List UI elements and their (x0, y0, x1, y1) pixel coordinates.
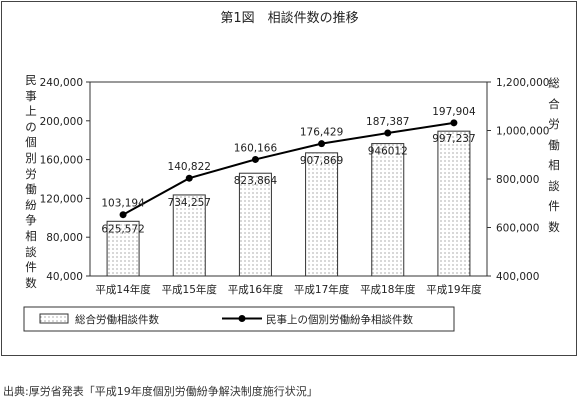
category-label: 平成15年度 (162, 283, 218, 296)
bar (106, 220, 140, 277)
bar (437, 130, 471, 277)
left-tick-label: 160,000 (40, 155, 83, 167)
bar-value-label: 997,237 (432, 133, 475, 145)
right-tick-label: 1,200,000 (496, 77, 549, 89)
chart-frame (1, 1, 577, 356)
right-axis-label: 総合労働相談件数 (548, 76, 560, 234)
left-tick-label: 200,000 (40, 116, 83, 128)
category-label: 平成17年度 (294, 283, 350, 296)
bar-value-label: 625,572 (101, 223, 144, 235)
category-label: 平成14年度 (95, 283, 151, 296)
bar-value-label: 946012 (368, 146, 408, 158)
line-point (450, 119, 458, 127)
line-value-label: 160,166 (234, 142, 278, 154)
bar-value-label: 823,864 (234, 175, 278, 187)
right-tick-label: 600,000 (496, 223, 539, 235)
line-point (318, 140, 326, 148)
right-tick-label: 1,000,000 (496, 126, 549, 138)
legend-line-label: 民事上の個別労働紛争相談件数 (266, 313, 413, 326)
line-value-label: 103,194 (101, 198, 145, 210)
line-point (251, 155, 259, 163)
bar-value-label: 734,257 (168, 197, 211, 209)
line-point (119, 211, 127, 219)
left-tick-label: 240,000 (40, 77, 83, 89)
bar (305, 152, 339, 277)
category-label: 平成19年度 (426, 283, 482, 296)
line-value-label: 197,904 (432, 106, 476, 118)
bar (172, 194, 206, 277)
line-point (185, 174, 193, 182)
left-tick-label: 120,000 (40, 193, 83, 205)
line-value-label: 140,822 (168, 161, 211, 173)
right-tick-label: 800,000 (496, 174, 539, 186)
plot-area (89, 81, 488, 277)
chart-title: 第1図 相談件数の推移 (220, 11, 359, 26)
legend-bar-swatch (39, 313, 69, 324)
category-label: 平成18年度 (360, 283, 416, 296)
bar-value-label: 907,869 (300, 155, 343, 167)
line-value-label: 187,387 (366, 116, 409, 128)
bar (238, 172, 272, 277)
source-note: 出典:厚労省発表「平成19年度個別労働紛争解決制度施行状況」 (3, 385, 318, 398)
line-value-label: 176,429 (300, 127, 343, 139)
left-tick-label: 80,000 (46, 232, 83, 244)
legend-bar-label: 総合労働相談件数 (75, 313, 159, 326)
category-label: 平成16年度 (228, 283, 284, 296)
bar (371, 143, 405, 277)
legend-line-marker (238, 315, 246, 322)
line-point (384, 129, 392, 137)
left-tick-label: 40,000 (46, 271, 83, 283)
line-series (122, 121, 455, 216)
left-axis-label: 民事上の個別労働紛争相談件数 (25, 73, 37, 290)
right-tick-label: 400,000 (496, 271, 539, 283)
